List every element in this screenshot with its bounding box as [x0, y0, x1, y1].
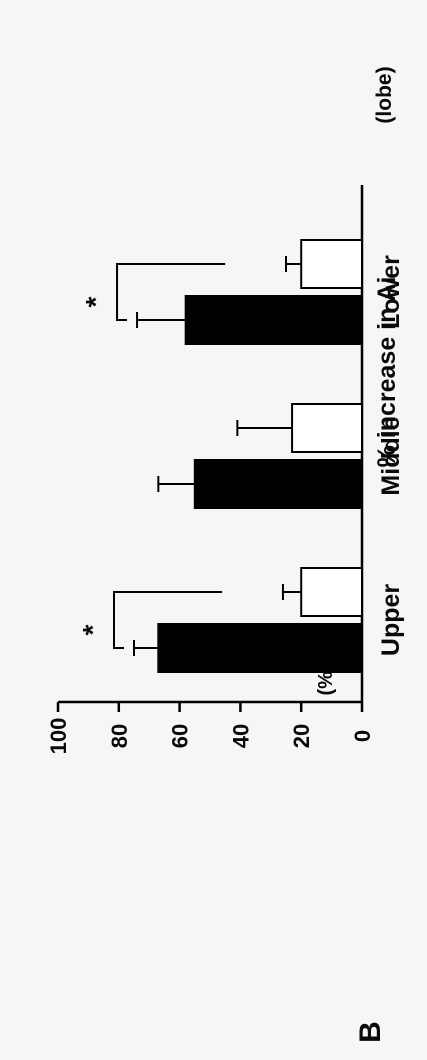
bar	[291, 403, 363, 453]
bars	[113, 239, 364, 673]
bar	[193, 459, 363, 509]
category-label: Lower	[377, 255, 405, 329]
category-label: Upper	[377, 584, 405, 657]
labels: 0 20 40 60 80 100 Upper Middle Lower * *	[46, 255, 405, 754]
value-tick-label: 40	[228, 724, 253, 748]
bar	[300, 567, 364, 617]
value-tick-label: 80	[107, 724, 132, 748]
y-axis-label: % increase in Ai	[373, 277, 401, 468]
significance-marker: *	[77, 624, 108, 635]
significance-bracket	[113, 591, 223, 649]
value-tick-label: 0	[350, 730, 375, 742]
category-label: Middle	[377, 416, 405, 495]
panel-label: B	[354, 1021, 387, 1043]
bar	[184, 295, 363, 345]
significance-bracket	[116, 263, 226, 321]
bar	[300, 239, 364, 289]
x-axis-unit: (lobe)	[373, 66, 396, 123]
value-tick-label: 100	[46, 718, 71, 755]
bar	[157, 623, 363, 673]
value-tick-label: 20	[289, 724, 314, 748]
value-tick-label: 60	[168, 724, 193, 748]
significance-marker: *	[80, 296, 111, 307]
